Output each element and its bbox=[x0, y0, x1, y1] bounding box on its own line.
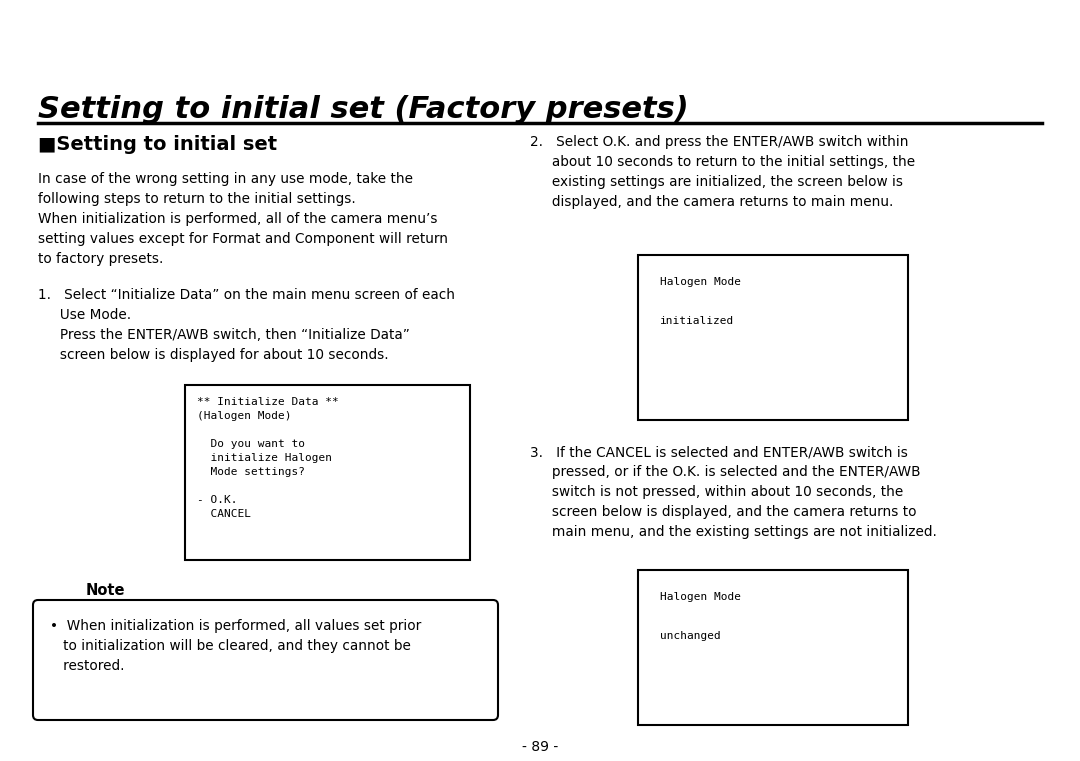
Text: •  When initialization is performed, all values set prior
   to initialization w: • When initialization is performed, all … bbox=[50, 619, 421, 673]
Text: In case of the wrong setting in any use mode, take the
following steps to return: In case of the wrong setting in any use … bbox=[38, 172, 448, 266]
Text: 2.   Select O.K. and press the ENTER/AWB switch within
     about 10 seconds to : 2. Select O.K. and press the ENTER/AWB s… bbox=[530, 135, 915, 209]
Text: ** Initialize Data **
(Halogen Mode)

  Do you want to
  initialize Halogen
  Mo: ** Initialize Data ** (Halogen Mode) Do … bbox=[197, 397, 339, 519]
Text: Halogen Mode

initialized: Halogen Mode initialized bbox=[660, 277, 741, 326]
Bar bbox=[638, 255, 908, 420]
FancyBboxPatch shape bbox=[33, 600, 498, 720]
Text: - 89 -: - 89 - bbox=[522, 740, 558, 754]
Text: Note: Note bbox=[86, 583, 125, 598]
Text: 1.   Select “Initialize Data” on the main menu screen of each
     Use Mode.
   : 1. Select “Initialize Data” on the main … bbox=[38, 288, 455, 362]
Bar bbox=[638, 570, 908, 725]
Bar bbox=[185, 385, 470, 560]
Text: 3.   If the CANCEL is selected and ENTER/AWB switch is
     pressed, or if the O: 3. If the CANCEL is selected and ENTER/A… bbox=[530, 445, 936, 540]
Text: Setting to initial set (Factory presets): Setting to initial set (Factory presets) bbox=[38, 95, 689, 124]
Text: Halogen Mode

unchanged: Halogen Mode unchanged bbox=[660, 592, 741, 642]
Text: ■Setting to initial set: ■Setting to initial set bbox=[38, 135, 278, 154]
